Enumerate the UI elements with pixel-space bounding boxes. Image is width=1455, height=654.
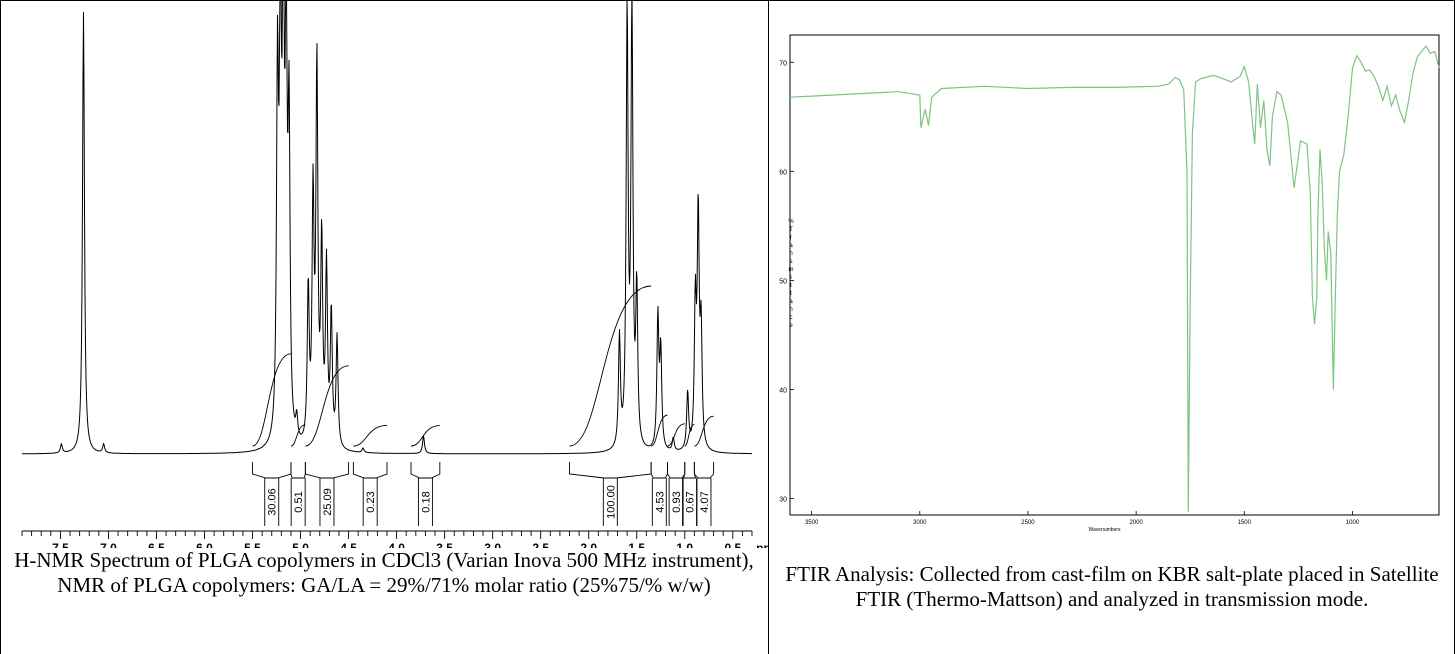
integral-bracket	[693, 462, 715, 479]
integral-value-label: 0.51	[293, 491, 305, 512]
integral-bracket	[252, 462, 292, 479]
nmr-x-tick-label: 0.5	[724, 541, 741, 548]
integral-curve	[290, 424, 306, 447]
nmr-x-tick-label: 5.5	[244, 541, 261, 548]
nmr-x-tick-label: 1.0	[676, 541, 693, 548]
nmr-spectrum-line	[22, 0, 752, 455]
nmr-x-tick-label: 6.0	[196, 541, 213, 548]
nmr-x-tick-label: 6.5	[148, 541, 165, 548]
integral-value-label: 0.18	[420, 491, 432, 512]
ftir-y-axis-label-char: c	[790, 315, 793, 321]
ftir-y-axis-label-char: %	[788, 219, 794, 225]
nmr-x-tick-label: 2.0	[580, 541, 597, 548]
integral-curve	[252, 353, 292, 447]
integral-value-label: 100.00	[605, 485, 617, 519]
integral-bracket	[352, 462, 388, 479]
nmr-x-tick-label: 7.0	[100, 541, 117, 548]
ftir-y-tick-label: 70	[779, 60, 787, 67]
integral-curve	[353, 424, 388, 447]
ftir-y-tick-label: 40	[779, 388, 787, 395]
ftir-y-axis-label-char: m	[789, 267, 794, 273]
nmr-x-axis-unit: ppm	[756, 541, 768, 548]
ftir-y-axis-label-char: n	[789, 307, 792, 313]
integral-value-label: 0.67	[685, 491, 697, 512]
ftir-x-tick-label: 1000	[1346, 520, 1360, 526]
nmr-panel: 30.06 0.51 25.09 0.23 0.18 100.00 4.53 0.93 0.67…	[14, 0, 781, 597]
ftir-y-axis-label-char: a	[789, 243, 793, 249]
nmr-x-tick-label: 3.5	[436, 541, 453, 548]
ftir-y-axis-label-char: i	[790, 275, 791, 281]
ftir-caption: FTIR Analysis: Collected from cast-film …	[785, 562, 1439, 611]
integral-curve	[694, 415, 714, 447]
integral-curve	[569, 285, 652, 447]
nmr-caption: H-NMR Spectrum of PLGA copolymers in CDC…	[14, 548, 754, 597]
integral-curve	[650, 414, 668, 447]
nmr-x-tick-label: 4.0	[388, 541, 405, 548]
integral-value-label: 4.07	[699, 491, 711, 512]
nmr-x-tick-label: 3.0	[484, 541, 501, 548]
ftir-plot-frame	[789, 34, 1440, 516]
integral-value-label: 25.09	[322, 488, 334, 516]
nmr-x-tick-label: 7.5	[52, 541, 69, 548]
integral-bracket	[410, 462, 441, 479]
integral-bracket	[682, 462, 697, 479]
ftir-y-axis-label-char: T	[789, 227, 793, 233]
nmr-x-tick-label: 2.5	[532, 541, 549, 548]
ftir-y-axis-label-char: a	[789, 299, 793, 305]
integral-value-label: 0.23	[365, 491, 377, 512]
integral-bracket	[667, 462, 686, 479]
ftir-y-axis-label-char: t	[790, 291, 792, 297]
integral-curve	[684, 423, 695, 447]
ftir-y-tick-label: 30	[779, 497, 787, 504]
nmr-x-tick-label: 5.0	[292, 541, 309, 548]
integral-curve	[667, 423, 685, 447]
ftir-y-tick-label: 60	[779, 169, 787, 176]
ftir-y-axis-label-char: e	[789, 323, 793, 329]
integral-curve	[410, 425, 440, 447]
integral-bracket	[569, 462, 652, 479]
integral-bracket	[650, 462, 668, 479]
ftir-spectrum-chart: 30 40 50 60 70 3500 3000 2500 2000 1500 1000 Wavenu…	[779, 34, 1440, 533]
nmr-x-tick-label: 4.5	[340, 541, 357, 548]
integral-curve	[305, 365, 349, 447]
ftir-y-axis-label-char: r	[790, 235, 792, 241]
ftir-x-tick-label: 2500	[1021, 520, 1035, 526]
integral-bracket	[304, 462, 350, 479]
ftir-x-tick-label: 3500	[805, 520, 819, 526]
ftir-x-axis-label: Wavenumbers	[1088, 527, 1121, 533]
integral-value-label: 0.93	[671, 491, 683, 512]
ftir-x-tick-label: 1500	[1238, 520, 1252, 526]
ftir-x-tick-label: 3000	[913, 520, 927, 526]
integral-value-label: 30.06	[267, 488, 279, 516]
integral-bracket	[290, 462, 306, 479]
column-divider	[768, 0, 769, 654]
integral-value-label: 4.53	[654, 491, 666, 512]
ftir-panel: 30 40 50 60 70 3500 3000 2500 2000 1500 1000 Wavenu…	[769, 0, 1455, 654]
ftir-y-tick-label: 50	[779, 278, 787, 285]
ftir-y-axis-label-char: n	[789, 251, 792, 257]
ftir-y-axis-label-char: s	[790, 259, 793, 265]
ftir-x-tick-label: 2000	[1129, 520, 1143, 526]
nmr-x-tick-label: 1.5	[628, 541, 645, 548]
ftir-y-axis-label-char: t	[790, 283, 792, 289]
nmr-spectrum-chart: 30.06 0.51 25.09 0.23 0.18 100.00 4.53 0.93 0.67…	[21, 0, 781, 555]
ftir-transmittance-line	[789, 44, 1440, 512]
